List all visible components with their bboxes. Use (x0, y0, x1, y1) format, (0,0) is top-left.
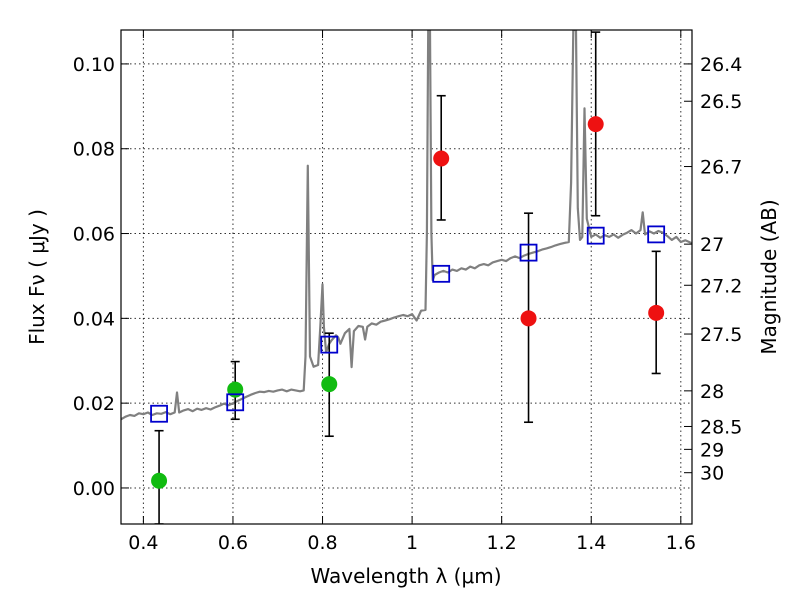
x-tick-label: 0.8 (307, 532, 337, 554)
model-photometry-square (519, 243, 538, 262)
model-photometry-square (320, 335, 339, 354)
grid (121, 30, 692, 524)
y-tick-label: 0.10 (73, 54, 115, 76)
plot-frame (120, 29, 693, 525)
y2-tick-label: 27.2 (700, 275, 742, 297)
y-tick-label: 0.00 (73, 478, 115, 500)
y2-tick-label: 27 (700, 234, 724, 256)
y2-tick-label: 26.7 (700, 157, 742, 179)
x-tick-label: 1.2 (487, 532, 517, 554)
observed-red-point (587, 116, 604, 133)
x-tick-label: 0.4 (128, 532, 158, 554)
y-tick-label: 0.06 (73, 224, 115, 246)
model-photometry-square (586, 226, 605, 245)
observed-green-point (321, 376, 338, 393)
model-photometry-square (150, 404, 168, 423)
model-photometry-square (647, 225, 666, 244)
observed-red-point (433, 150, 450, 167)
x-tick-label: 1.6 (666, 532, 696, 554)
y-tick-label: 0.02 (73, 393, 115, 415)
plot-area (121, 30, 692, 524)
y-tick-label: 0.04 (73, 308, 115, 330)
y2-tick-label: 29 (700, 439, 724, 461)
x-tick-label: 0.6 (218, 532, 248, 554)
y2-tick-label: 28.5 (700, 416, 742, 438)
model-photometry-square (432, 264, 451, 283)
x-tick-label: 1 (406, 532, 418, 554)
spectrum-line (121, 30, 692, 421)
axis-ticks: 0.4 0.6 0.8 1 1.2 1.4 1.6 0.00 0.02 0.04 0.06 0.08 0… (73, 30, 742, 554)
y2-tick-label: 27.5 (700, 324, 742, 346)
model-photometry-square (226, 393, 245, 412)
y2-axis-label: Magnitude (AB) (757, 199, 781, 354)
observed-red-point (648, 304, 665, 321)
y-tick-label: 0.08 (73, 139, 115, 161)
x-axis-label: Wavelength λ (μm) (310, 564, 501, 588)
y2-tick-label: 26.5 (700, 91, 742, 113)
x-tick-label: 1.4 (576, 532, 606, 554)
observed-red-point (520, 310, 537, 327)
y2-tick-label: 30 (700, 463, 724, 485)
y-axis-label: Flux Fν ( μJy ) (25, 209, 49, 345)
y2-tick-label: 28 (700, 381, 724, 403)
y2-tick-label: 26.4 (700, 54, 742, 76)
observed-green-point (151, 472, 168, 489)
